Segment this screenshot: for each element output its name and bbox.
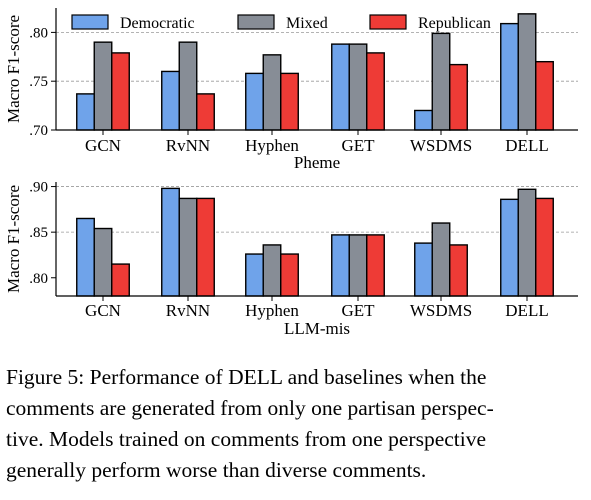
bar-republican-rvnn [196,93,215,131]
y-tick-label: .75 [29,74,48,90]
bar-republican-wsdms [449,63,468,131]
bar-mixed-dell [517,188,537,297]
legend-label-republican: Republican [418,15,491,32]
caption-line: comments are generated from only one par… [6,396,494,420]
x-tick-label: GCN [85,301,121,320]
legend-swatch-democratic [71,14,109,30]
bar-republican-hyphen [280,72,299,131]
bar-republican-dell [535,197,554,297]
bar-mixed-wsdms [431,32,451,131]
bar-mixed-gcn [93,41,113,131]
chart-canvas: .70 .75 .80 GCN RvNN Hyphen GET WSDMS DELL Pheme M… [4,8,578,338]
figure-caption: Figure 5: Performance of DELL and baseli… [6,362,588,486]
bar-mixed-hyphen [262,54,282,131]
y-tick-label: .80 [29,271,48,287]
legend-label-democratic: Democratic [120,15,195,32]
bar-democratic-get [331,43,350,131]
bar-democratic-hyphen [245,253,264,297]
bar-democratic-dell [500,22,519,131]
bar-democratic-rvnn [161,187,180,297]
bar-republican-get [366,52,385,131]
bar-republican-rvnn [196,197,215,297]
bar-mixed-dell [517,13,537,131]
bar-republican-gcn [111,263,130,297]
x-tick-label: WSDMS [410,136,472,155]
bar-mixed-wsdms [431,222,451,297]
bar-republican-dell [535,60,554,131]
x-tick-label: GET [341,301,375,320]
x-tick-label: RvNN [166,136,210,155]
x-tick-label: Hyphen [245,301,299,320]
bar-mixed-rvnn [178,197,198,297]
bar-republican-get [366,234,385,297]
x-tick-label: GET [341,136,375,155]
x-tick-label: GCN [85,136,121,155]
bar-mixed-rvnn [178,41,198,131]
bar-democratic-gcn [76,217,95,297]
y-tick-label: .90 [29,180,48,196]
x-tick-label: DELL [505,301,548,320]
legend-swatch-mixed [237,14,275,30]
bar-democratic-hyphen [245,72,264,131]
y-axis-title: Macro F1-score [4,185,23,293]
bar-democratic-get [331,234,350,297]
y-tick-label: .70 [29,123,48,139]
x-tick-label: Hyphen [245,136,299,155]
legend-swatch-republican [369,14,407,30]
bar-mixed-hyphen [262,244,282,297]
bar-mixed-get [348,43,368,131]
caption-line: Figure 5: Performance of DELL and baseli… [6,365,487,389]
bar-democratic-wsdms [414,242,433,297]
bar-chart-figure: .70 .75 .80 GCN RvNN Hyphen GET WSDMS DELL Pheme M… [4,8,578,338]
x-tick-label: DELL [505,136,548,155]
y-tick-label: .80 [29,25,48,41]
bar-republican-wsdms [449,244,468,297]
y-tick-label: .85 [29,225,48,241]
bar-democratic-gcn [76,93,95,131]
bar-democratic-dell [500,198,519,297]
bar-mixed-gcn [93,227,113,297]
y-axis-title: Macro F1-score [4,15,23,123]
x-axis-title: Pheme [294,153,340,172]
x-tick-label: RvNN [166,301,210,320]
bar-republican-gcn [111,52,130,131]
bar-democratic-wsdms [414,109,433,131]
bar-mixed-get [348,234,368,297]
caption-line: generally perform worse than diverse com… [6,458,427,482]
x-tick-label: WSDMS [410,301,472,320]
bar-democratic-rvnn [161,70,180,131]
legend-label-mixed: Mixed [286,15,328,32]
x-axis-title: LLM-mis [284,319,350,338]
bar-republican-hyphen [280,253,299,297]
caption-line: tive. Models trained on comments from on… [6,427,487,451]
